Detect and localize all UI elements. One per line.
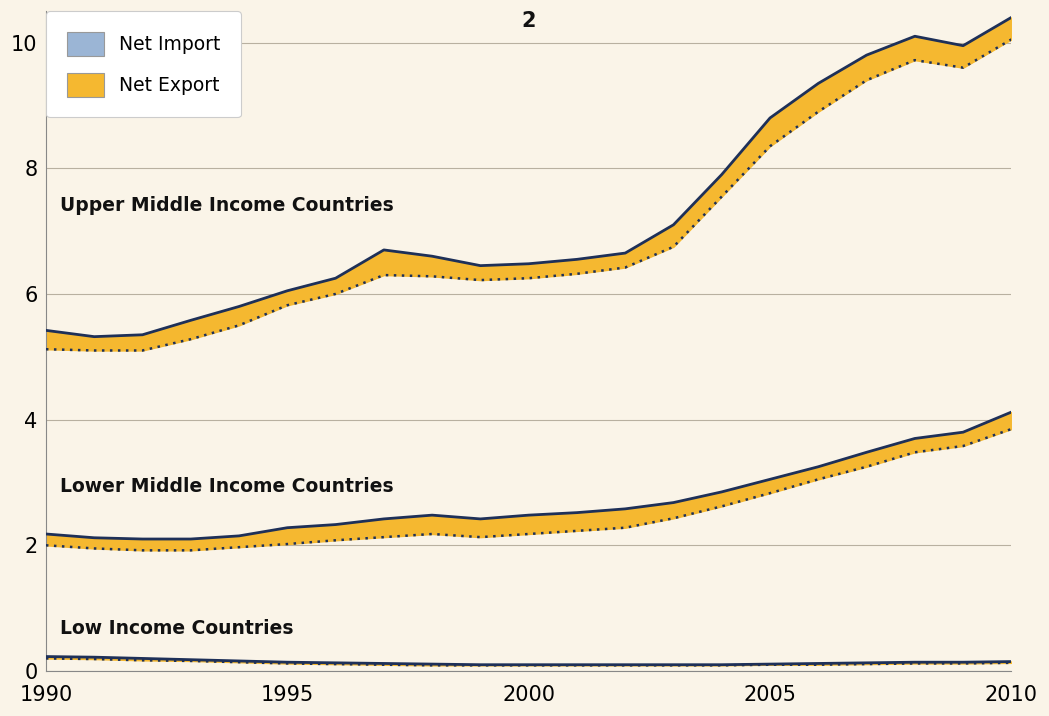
Text: 2: 2 bbox=[521, 11, 536, 31]
Text: Lower Middle Income Countries: Lower Middle Income Countries bbox=[61, 478, 394, 496]
Text: Upper Middle Income Countries: Upper Middle Income Countries bbox=[61, 196, 394, 216]
Text: Low Income Countries: Low Income Countries bbox=[61, 619, 294, 639]
Legend: Net Import, Net Export: Net Import, Net Export bbox=[46, 11, 241, 117]
